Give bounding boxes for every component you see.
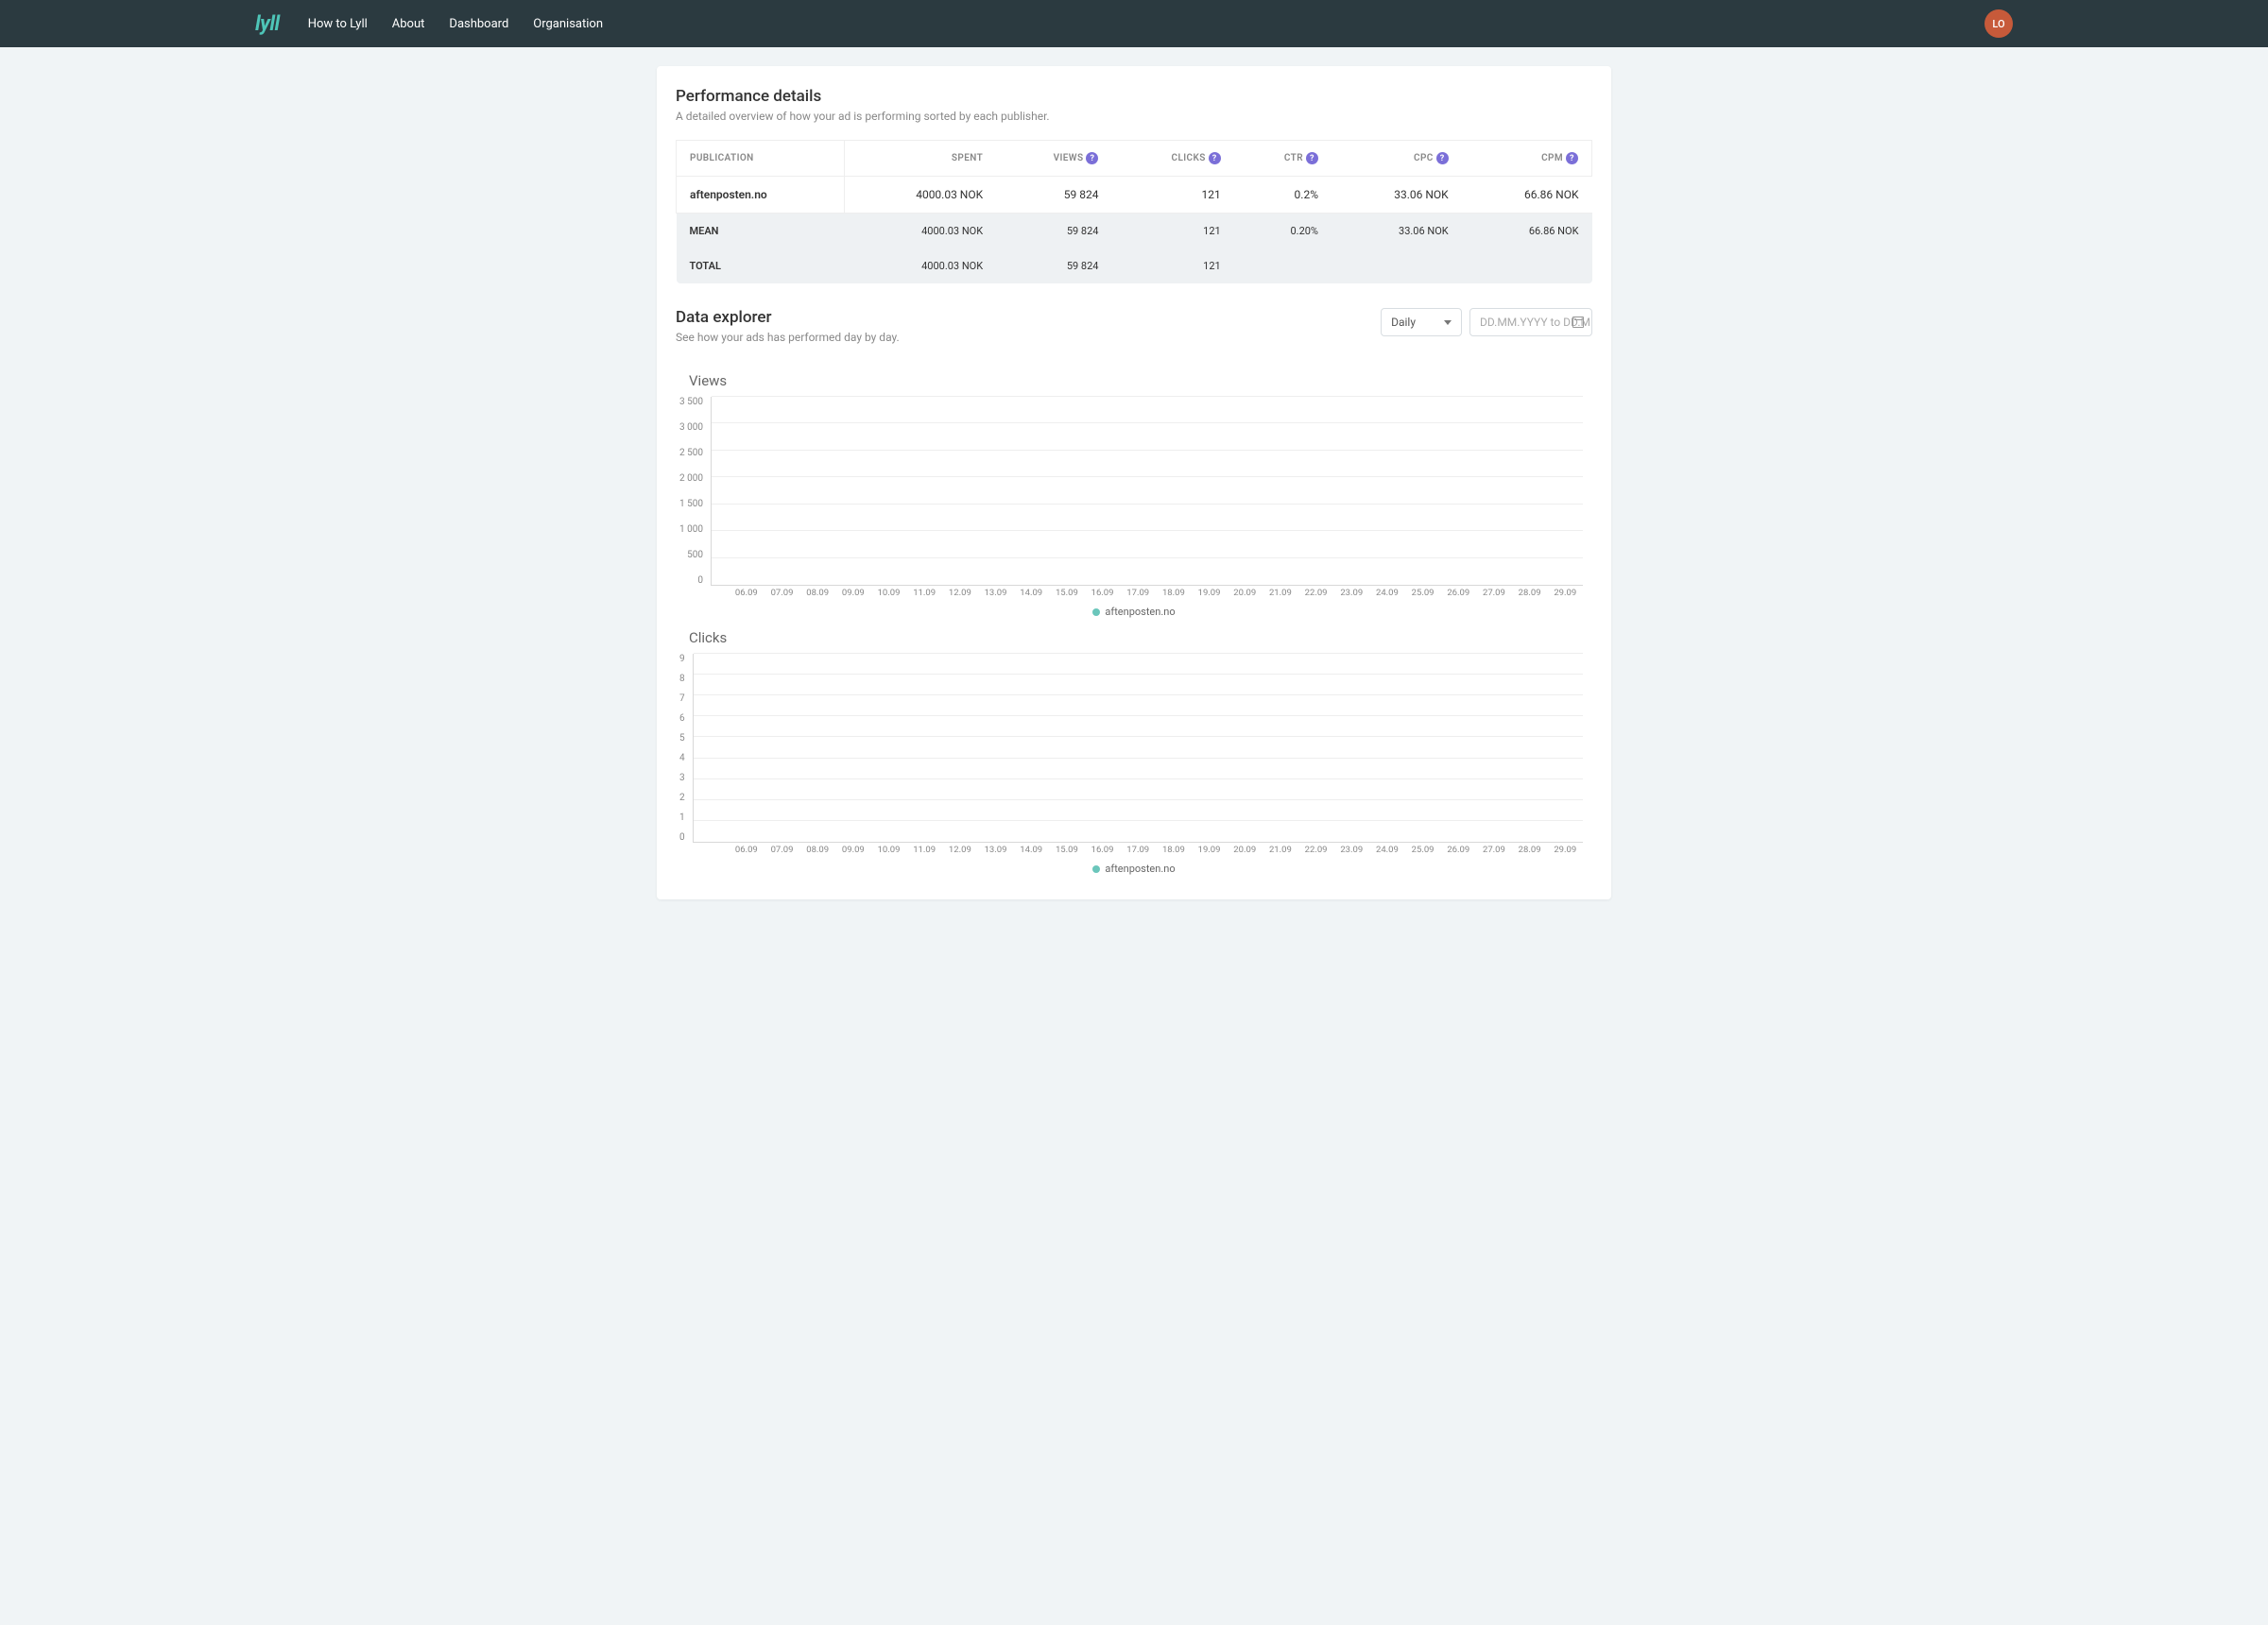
cell-views: 59 824 bbox=[996, 214, 1111, 249]
main-panel: Performance details A detailed overview … bbox=[657, 66, 1611, 899]
main-nav: How to Lyll About Dashboard Organisation bbox=[308, 17, 603, 31]
explorer-subtitle: See how your ads has performed day by da… bbox=[676, 331, 1381, 344]
performance-table: PUBLICATIONSPENTVIEWS?CLICKS?CTR?CPC?CPM… bbox=[676, 140, 1592, 283]
clicks-plot bbox=[693, 654, 1583, 843]
cell-label: TOTAL bbox=[677, 248, 845, 283]
cell-clicks: 121 bbox=[1111, 177, 1233, 214]
views-chart-title: Views bbox=[689, 372, 1592, 389]
help-icon[interactable]: ? bbox=[1086, 152, 1098, 164]
col-views: VIEWS? bbox=[996, 141, 1111, 177]
nav-about[interactable]: About bbox=[392, 17, 425, 31]
col-cpc: CPC? bbox=[1332, 141, 1462, 177]
views-plot bbox=[711, 397, 1583, 586]
nav-how-to[interactable]: How to Lyll bbox=[308, 17, 368, 31]
views-legend: aftenposten.no bbox=[676, 606, 1592, 618]
clicks-x-axis: 06.0907.0908.0909.0910.0911.0912.0913.09… bbox=[729, 845, 1583, 855]
cell-cpm: 66.86 NOK bbox=[1462, 214, 1592, 249]
col-clicks: CLICKS? bbox=[1111, 141, 1233, 177]
cell-cpm bbox=[1462, 248, 1592, 283]
col-ctr: CTR? bbox=[1234, 141, 1332, 177]
chevron-down-icon bbox=[1444, 320, 1452, 325]
views-chart: Views 3 5003 0002 5002 0001 5001 0005000… bbox=[676, 372, 1592, 618]
cell-ctr: 0.2% bbox=[1234, 177, 1332, 214]
help-icon[interactable]: ? bbox=[1306, 152, 1318, 164]
cell-spent: 4000.03 NOK bbox=[845, 214, 996, 249]
legend-dot-icon bbox=[1092, 865, 1100, 873]
cell-cpc: 33.06 NOK bbox=[1332, 177, 1462, 214]
nav-dashboard[interactable]: Dashboard bbox=[449, 17, 508, 31]
calendar-icon bbox=[1572, 316, 1584, 328]
performance-title: Performance details bbox=[676, 87, 1592, 106]
clicks-legend: aftenposten.no bbox=[676, 863, 1592, 875]
cell-publication: aftenposten.no bbox=[677, 177, 845, 214]
col-publication: PUBLICATION bbox=[677, 141, 845, 177]
cell-clicks: 121 bbox=[1111, 248, 1233, 283]
avatar[interactable]: LO bbox=[1984, 9, 2013, 38]
help-icon[interactable]: ? bbox=[1209, 152, 1221, 164]
summary-total: TOTAL4000.03 NOK59 824121 bbox=[677, 248, 1592, 283]
cell-ctr: 0.20% bbox=[1234, 214, 1332, 249]
help-icon[interactable]: ? bbox=[1436, 152, 1449, 164]
col-spent: SPENT bbox=[845, 141, 996, 177]
clicks-chart-title: Clicks bbox=[689, 629, 1592, 646]
views-x-axis: 06.0907.0908.0909.0910.0911.0912.0913.09… bbox=[729, 588, 1583, 598]
cell-views: 59 824 bbox=[996, 248, 1111, 283]
granularity-select[interactable]: Daily bbox=[1381, 308, 1462, 336]
nav-organisation[interactable]: Organisation bbox=[533, 17, 603, 31]
cell-spent: 4000.03 NOK bbox=[845, 177, 996, 214]
clicks-y-axis: 9876543210 bbox=[679, 654, 693, 843]
cell-ctr bbox=[1234, 248, 1332, 283]
views-y-axis: 3 5003 0002 5002 0001 5001 0005000 bbox=[679, 397, 711, 586]
cell-label: MEAN bbox=[677, 214, 845, 249]
legend-dot-icon bbox=[1092, 608, 1100, 616]
date-range-input[interactable]: DD.MM.YYYY to DD.MM.YYYY bbox=[1469, 308, 1592, 336]
explorer-title: Data explorer bbox=[676, 308, 1381, 327]
cell-cpc bbox=[1332, 248, 1462, 283]
cell-cpm: 66.86 NOK bbox=[1462, 177, 1592, 214]
performance-subtitle: A detailed overview of how your ad is pe… bbox=[676, 110, 1592, 123]
col-cpm: CPM? bbox=[1462, 141, 1592, 177]
table-row[interactable]: aftenposten.no4000.03 NOK59 8241210.2%33… bbox=[677, 177, 1592, 214]
cell-clicks: 121 bbox=[1111, 214, 1233, 249]
clicks-chart: Clicks 9876543210 06.0907.0908.0909.0910… bbox=[676, 629, 1592, 875]
cell-spent: 4000.03 NOK bbox=[845, 248, 996, 283]
help-icon[interactable]: ? bbox=[1566, 152, 1578, 164]
cell-cpc: 33.06 NOK bbox=[1332, 214, 1462, 249]
summary-mean: MEAN4000.03 NOK59 8241210.20%33.06 NOK66… bbox=[677, 214, 1592, 249]
logo[interactable]: lyll bbox=[255, 12, 280, 36]
granularity-label: Daily bbox=[1391, 316, 1416, 329]
topbar: lyll How to Lyll About Dashboard Organis… bbox=[0, 0, 2268, 47]
cell-views: 59 824 bbox=[996, 177, 1111, 214]
